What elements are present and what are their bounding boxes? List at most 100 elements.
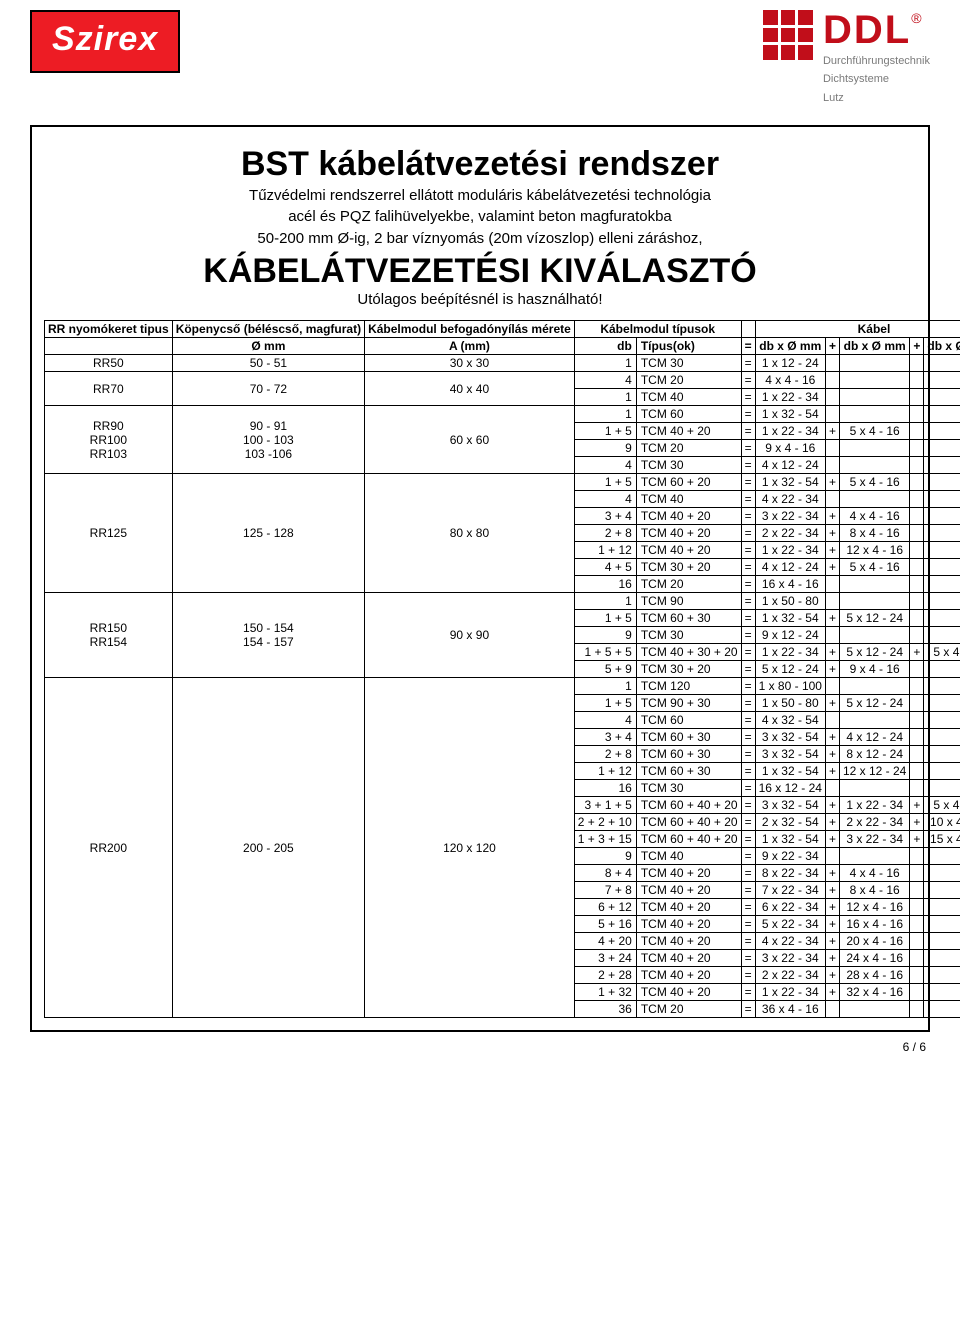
th-p1: + [825, 338, 839, 355]
cell-plus2 [910, 457, 924, 474]
cell-eq: = [741, 661, 755, 678]
cell-plus1: + [825, 559, 839, 576]
cell-eq: = [741, 899, 755, 916]
cell-k2 [839, 678, 909, 695]
cell-plus2 [910, 1001, 924, 1018]
cell-db: 1 [574, 593, 636, 610]
cell-db: 6 + 12 [574, 899, 636, 916]
cell-plus2 [910, 440, 924, 457]
cell-db: 4 [574, 457, 636, 474]
cell-k1: 2 x 22 - 34 [755, 967, 825, 984]
cell-plus1 [825, 355, 839, 372]
cell-mod: 40 x 40 [365, 372, 575, 406]
cell-db: 1 [574, 389, 636, 406]
cell-db: 16 [574, 576, 636, 593]
cell-k3 [924, 372, 960, 389]
th-eq: = [741, 338, 755, 355]
cell-plus1: + [825, 423, 839, 440]
cell-tip: TCM 120 [636, 678, 741, 695]
cell-db: 16 [574, 780, 636, 797]
cell-plus2 [910, 610, 924, 627]
cell-tip: TCM 40 + 20 [636, 423, 741, 440]
th-tip: Típus(ok) [636, 338, 741, 355]
cell-tip: TCM 40 + 20 [636, 950, 741, 967]
th-k3: db x Ø mm [924, 338, 960, 355]
cell-k1: 4 x 32 - 54 [755, 712, 825, 729]
cell-tip: TCM 40 + 20 [636, 525, 741, 542]
header-bar: Szirex DDL® Durchführungstechnik Dichtsy… [30, 10, 930, 105]
cell-eq: = [741, 1001, 755, 1018]
cell-k2: 9 x 4 - 16 [839, 661, 909, 678]
cell-k2: 4 x 12 - 24 [839, 729, 909, 746]
cell-plus1: + [825, 797, 839, 814]
cell-plus1 [825, 712, 839, 729]
cell-eq: = [741, 593, 755, 610]
cell-plus2 [910, 780, 924, 797]
cell-plus1 [825, 678, 839, 695]
cell-k3 [924, 542, 960, 559]
cell-k2 [839, 491, 909, 508]
cell-eq: = [741, 474, 755, 491]
cell-tip: TCM 20 [636, 440, 741, 457]
cell-plus2: + [910, 814, 924, 831]
cell-eq: = [741, 865, 755, 882]
cell-k1: 5 x 12 - 24 [755, 661, 825, 678]
cell-eq: = [741, 678, 755, 695]
cell-plus2 [910, 950, 924, 967]
cell-tip: TCM 40 [636, 491, 741, 508]
cell-k1: 1 x 50 - 80 [755, 695, 825, 712]
cell-k3 [924, 695, 960, 712]
cell-k3 [924, 610, 960, 627]
cell-plus2 [910, 916, 924, 933]
cell-k1: 3 x 32 - 54 [755, 746, 825, 763]
cell-eq: = [741, 355, 755, 372]
cell-k1: 8 x 22 - 34 [755, 865, 825, 882]
table-row: RR125125 - 12880 x 801 + 5TCM 60 + 20=1 … [45, 474, 960, 491]
cell-tip: TCM 40 + 20 [636, 933, 741, 950]
cell-k1: 4 x 4 - 16 [755, 372, 825, 389]
big-subtitle: KÁBELÁTVEZETÉSI KIVÁLASZTÓ [44, 252, 916, 291]
cell-kop: 70 - 72 [172, 372, 364, 406]
cell-k1: 2 x 22 - 34 [755, 525, 825, 542]
cell-k2 [839, 593, 909, 610]
cell-k3 [924, 355, 960, 372]
cell-plus1 [825, 389, 839, 406]
cell-k2: 24 x 4 - 16 [839, 950, 909, 967]
cell-tip: TCM 20 [636, 372, 741, 389]
cell-db: 4 [574, 712, 636, 729]
cell-k1: 1 x 22 - 34 [755, 389, 825, 406]
cell-tip: TCM 60 + 30 [636, 729, 741, 746]
cell-plus2 [910, 882, 924, 899]
cell-plus2 [910, 933, 924, 950]
cell-rr: RR90RR100RR103 [45, 406, 173, 474]
cell-k3 [924, 406, 960, 423]
cell-k1: 1 x 22 - 34 [755, 423, 825, 440]
cell-k3 [924, 916, 960, 933]
cell-k2 [839, 457, 909, 474]
cell-rr: RR70 [45, 372, 173, 406]
cell-rr: RR125 [45, 474, 173, 593]
cell-k3: 5 x 4 - 16 [924, 797, 960, 814]
cell-rr: RR50 [45, 355, 173, 372]
cell-k3 [924, 423, 960, 440]
cell-k2 [839, 372, 909, 389]
cell-plus1: + [825, 882, 839, 899]
cell-db: 3 + 4 [574, 508, 636, 525]
cell-k1: 3 x 22 - 34 [755, 508, 825, 525]
cell-k1: 16 x 4 - 16 [755, 576, 825, 593]
cell-rr: RR150RR154 [45, 593, 173, 678]
cell-kop: 50 - 51 [172, 355, 364, 372]
ddl-text: DDL® Durchführungstechnik Dichtsysteme L… [823, 10, 930, 105]
cell-plus1: + [825, 933, 839, 950]
cell-kop: 200 - 205 [172, 678, 364, 1018]
cell-db: 2 + 8 [574, 525, 636, 542]
cell-tip: TCM 20 [636, 576, 741, 593]
logo-ddl: DDL® Durchführungstechnik Dichtsysteme L… [763, 10, 930, 105]
cell-kop: 150 - 154154 - 157 [172, 593, 364, 678]
cell-k2: 5 x 12 - 24 [839, 644, 909, 661]
cell-k3 [924, 848, 960, 865]
cell-k2: 5 x 12 - 24 [839, 695, 909, 712]
cell-eq: = [741, 763, 755, 780]
page-number: 6 / 6 [30, 1040, 930, 1054]
cell-plus1 [825, 372, 839, 389]
